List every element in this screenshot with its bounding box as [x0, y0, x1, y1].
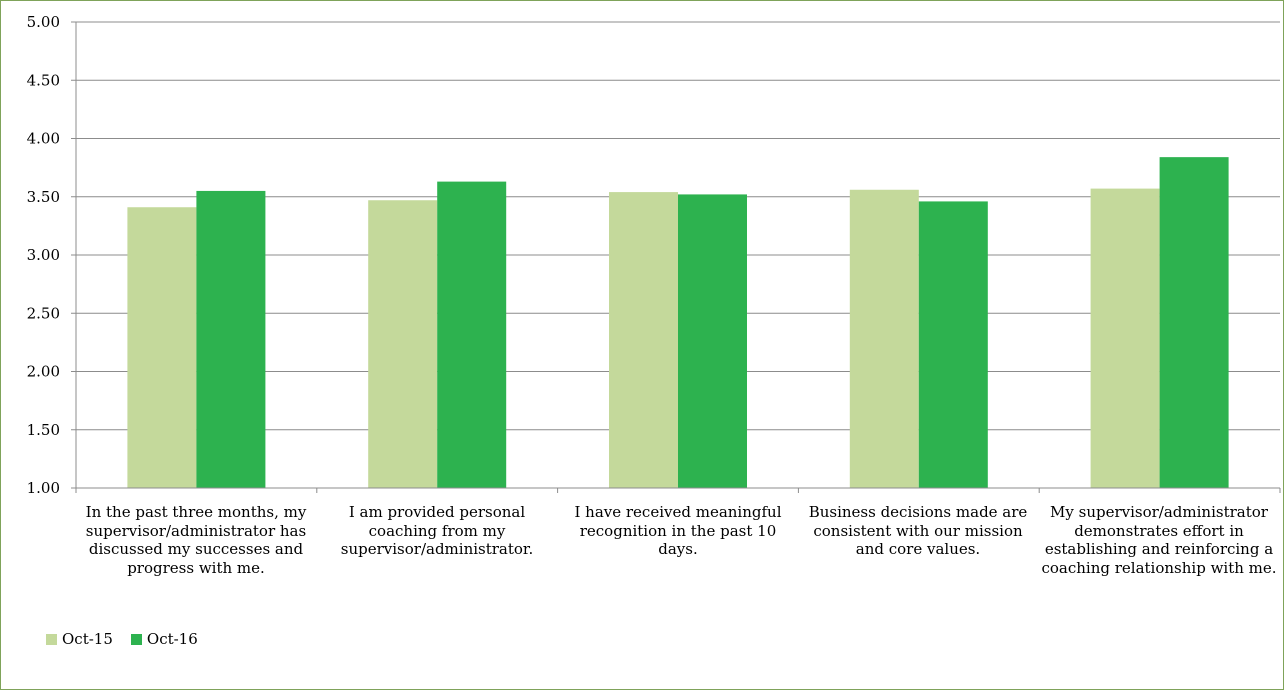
legend-label-oct-16: Oct-16	[146, 630, 198, 648]
chart-legend: Oct-15 Oct-16	[46, 630, 216, 648]
y-tick-label: 2.50	[27, 304, 60, 322]
category-label-3: I have received meaningful recognition i…	[574, 503, 782, 558]
bar-oct-15-5	[1090, 188, 1160, 488]
category-label-1: In the past three months, my supervisor/…	[85, 503, 307, 577]
legend-swatch-oct-15	[46, 633, 57, 645]
bar-oct-16-3	[678, 194, 747, 489]
legend-item-oct-15: Oct-15	[46, 630, 113, 648]
y-tick-label: 5.00	[27, 13, 60, 31]
bar-oct-16-4	[918, 201, 988, 488]
category-label-2: I am provided personal coaching from my …	[340, 503, 534, 558]
bar-oct-15-4	[849, 189, 919, 488]
bar-oct-16-1	[196, 190, 266, 489]
legend-label-oct-15: Oct-15	[62, 630, 113, 648]
bar-oct-15-3	[609, 192, 678, 488]
category-label-4: Business decisions made are consistent w…	[808, 503, 1028, 558]
category-label-5: My supervisor/administrator demonstrates…	[1041, 503, 1277, 577]
y-tick-label: 2.00	[27, 363, 60, 381]
bar-oct-15-2	[368, 200, 438, 488]
y-tick-label: 3.00	[27, 246, 60, 264]
y-tick-label: 4.00	[27, 130, 60, 148]
legend-item-oct-16: Oct-16	[130, 630, 198, 648]
y-tick-label: 1.50	[27, 421, 60, 439]
y-tick-label: 4.50	[27, 71, 60, 89]
bar-oct-16-5	[1159, 157, 1229, 488]
y-tick-label: 3.50	[27, 188, 60, 206]
bar-oct-16-2	[437, 181, 507, 489]
y-tick-label: 1.00	[27, 479, 60, 497]
legend-swatch-oct-16	[130, 633, 142, 645]
bar-oct-15-1	[127, 207, 197, 489]
